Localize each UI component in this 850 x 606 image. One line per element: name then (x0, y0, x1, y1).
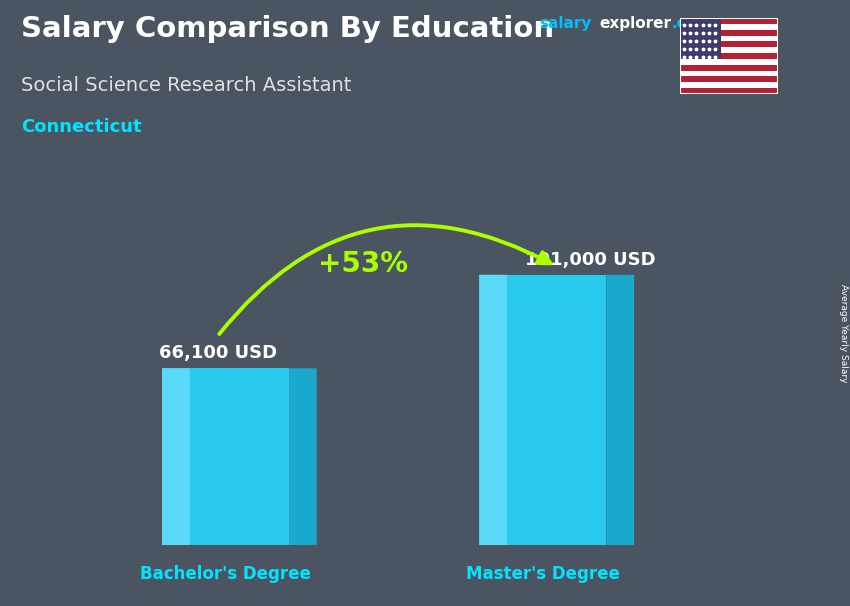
Bar (680, 24, 778, 30)
Text: Bachelor's Degree: Bachelor's Degree (140, 565, 311, 584)
Text: Salary Comparison By Education: Salary Comparison By Education (21, 15, 554, 43)
Polygon shape (289, 368, 317, 545)
Polygon shape (606, 275, 634, 545)
Bar (680, 18, 778, 24)
Polygon shape (479, 275, 606, 545)
Bar (680, 47, 778, 53)
Bar (680, 41, 778, 47)
Bar (680, 76, 778, 82)
Bar (680, 71, 778, 76)
Text: .com: .com (672, 16, 712, 31)
Text: Social Science Research Assistant: Social Science Research Assistant (21, 76, 352, 95)
FancyArrowPatch shape (219, 225, 551, 334)
Bar (680, 53, 778, 59)
Text: explorer: explorer (599, 16, 672, 31)
Bar (680, 36, 778, 41)
Polygon shape (162, 368, 190, 545)
Bar (680, 30, 778, 36)
Text: salary: salary (540, 16, 592, 31)
Text: Average Yearly Salary: Average Yearly Salary (839, 284, 847, 382)
Text: 66,100 USD: 66,100 USD (159, 344, 276, 362)
Text: +53%: +53% (319, 250, 408, 278)
Text: 101,000 USD: 101,000 USD (525, 251, 656, 269)
Bar (680, 18, 721, 59)
Text: Connecticut: Connecticut (21, 118, 142, 136)
Bar (680, 65, 778, 71)
Text: Master's Degree: Master's Degree (466, 565, 620, 584)
Polygon shape (479, 275, 507, 545)
Polygon shape (162, 368, 289, 545)
Bar (680, 82, 778, 88)
Bar (680, 59, 778, 65)
Bar (680, 88, 778, 94)
